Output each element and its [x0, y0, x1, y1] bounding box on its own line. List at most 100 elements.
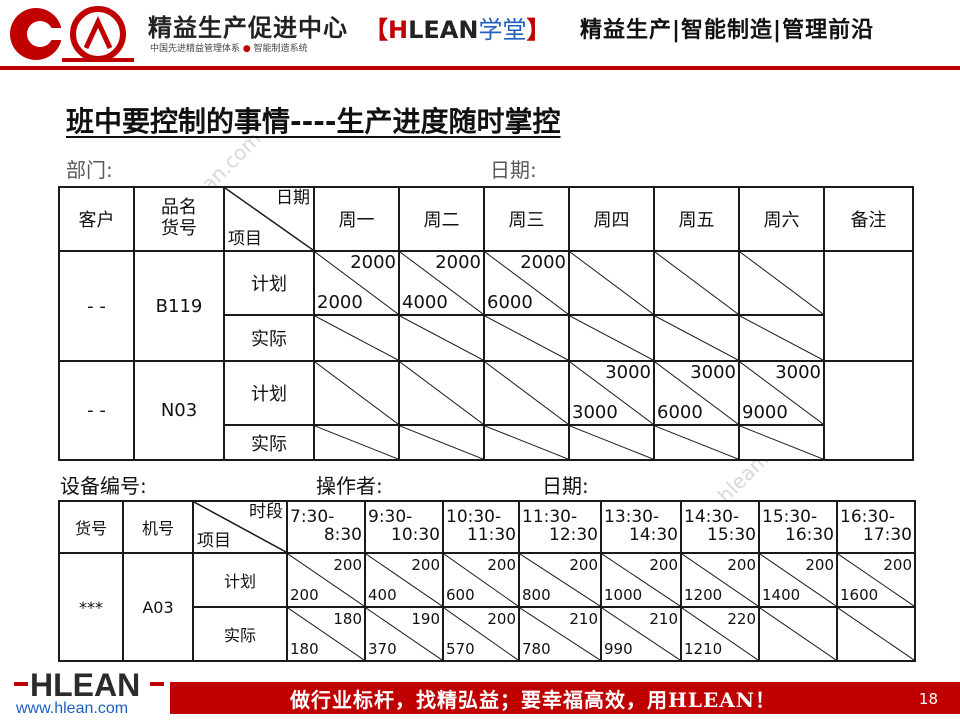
table-header-row: 货号 机号 时段 项目 7:30- 8:30 9:30- 10:30 10:30- 1…: [58, 500, 916, 554]
actual-cell: 180 180: [286, 606, 366, 662]
time-slot-header: 15:30- 16:30: [758, 500, 838, 554]
date-item-diagonal-header: 日期 项目: [223, 186, 315, 252]
actual-cell: [313, 424, 400, 461]
customer-cell: - -: [58, 360, 135, 461]
plan-cell: 200 1200: [680, 552, 760, 608]
actual-cell: [758, 606, 838, 662]
hourly-plan-value: 200: [649, 556, 678, 574]
plan-cell: 200 600: [442, 552, 520, 608]
cumulative-plan-value: 600: [446, 586, 475, 604]
hourly-plan-value: 200: [487, 556, 516, 574]
slot-start: 16:30-: [840, 507, 896, 528]
day-header: 周五: [653, 186, 740, 252]
slot-end: 11:30: [467, 525, 516, 545]
org-subtitle-part-a: 中国先进精益管理体系: [150, 44, 241, 54]
actual-cell: 210 780: [518, 606, 602, 662]
page-title: 班中要控制的事情----生产进度随时掌控: [66, 105, 561, 138]
actual-cell: [738, 424, 825, 461]
product-header-line1: 品名: [161, 197, 197, 219]
cumulative-plan-value: 6000: [487, 292, 533, 313]
actual-cell: [398, 424, 485, 461]
cumulative-plan-value: 200: [290, 586, 319, 604]
machine-number-cell: A03: [122, 552, 194, 662]
hourly-plan-value: 200: [411, 556, 440, 574]
cumulative-plan-value: 2000: [317, 292, 363, 313]
customer-header: 客户: [58, 186, 135, 252]
actual-cell: [483, 424, 570, 461]
remark-cell: [823, 250, 914, 362]
actual-label: 实际: [223, 314, 315, 362]
hourly-plan-value: 200: [333, 556, 362, 574]
cumulative-plan-value: 1600: [840, 586, 879, 604]
plan-cell: 3000 9000: [738, 360, 825, 426]
time-slot-header: 11:30- 12:30: [518, 500, 602, 554]
daily-plan-value: 2000: [435, 252, 481, 273]
plan-cell: 3000 3000: [568, 360, 655, 426]
footer-bar: [170, 682, 960, 714]
plan-cell: 200 1400: [758, 552, 838, 608]
table-row: 实际: [59, 424, 913, 461]
diag-top-label: 时段: [249, 502, 283, 522]
item-number-cell: ***: [58, 552, 124, 662]
footer-logo-text: HLEAN: [30, 667, 140, 702]
academy-lean: LEAN: [408, 16, 479, 44]
plan-cell: [568, 250, 655, 316]
day-header: 周二: [398, 186, 485, 252]
hourly-actual-value: 210: [649, 610, 678, 628]
plan-label: 计划: [223, 250, 315, 316]
actual-cell: [483, 314, 570, 362]
cumulative-plan-value: 400: [368, 586, 397, 604]
time-slot-header: 16:30- 17:30: [836, 500, 916, 554]
product-cell: B119: [133, 250, 225, 362]
time-slot-header: 7:30- 8:30: [286, 500, 366, 554]
academy-xue: 学堂: [478, 16, 527, 44]
plan-cell: 200 1600: [836, 552, 916, 608]
hourly-progress-table: 货号 机号 时段 项目 7:30- 8:30 9:30- 10:30 10:30- 1…: [58, 500, 916, 662]
cumulative-actual-value: 370: [368, 640, 397, 658]
slot-start: 15:30-: [762, 507, 818, 528]
hourly-actual-value: 210: [569, 610, 598, 628]
table-row: - - N03 计划 3000 3000 3000 6000 3000 9000: [58, 360, 914, 461]
actual-cell: [738, 314, 825, 362]
table-row: 实际: [59, 314, 913, 362]
plan-cell: [483, 360, 570, 426]
daily-plan-value: 3000: [775, 362, 821, 383]
cumulative-plan-value: 4000: [402, 292, 448, 313]
slot-end: 16:30: [785, 525, 834, 545]
slot-start: 9:30-: [368, 507, 413, 528]
actual-cell: [568, 424, 655, 461]
cumulative-plan-value: 9000: [742, 402, 788, 423]
daily-plan-value: 2000: [520, 252, 566, 273]
plan-cell: 200 200: [286, 552, 366, 608]
hourly-plan-value: 200: [727, 556, 756, 574]
slot-end: 10:30: [391, 525, 440, 545]
actual-cell: [653, 314, 740, 362]
plan-label: 计划: [223, 360, 315, 426]
org-subtitle-part-b: 智能制造系统: [253, 44, 308, 54]
item-number-header: 货号: [58, 500, 124, 554]
cumulative-plan-value: 6000: [657, 402, 703, 423]
header-divider: [0, 66, 960, 70]
plan-cell: 200 400: [364, 552, 444, 608]
operator-label: 操作者:: [316, 474, 383, 498]
hlean-logo-icon: HLEAN: [14, 667, 164, 702]
day-header: 周一: [313, 186, 400, 252]
actual-cell: 200 570: [442, 606, 520, 662]
weekly-progress-table: 客户 品名 货号 日期 项目 周一 周二 周三 周四 周五 周六 备注 - - …: [58, 186, 914, 461]
slot-end: 12:30: [549, 525, 598, 545]
table-row: *** A03 计划 200 200 200 400 200 600 200 800 2…: [58, 552, 916, 662]
bullet-icon: ●: [242, 44, 251, 54]
actual-label: 实际: [223, 424, 315, 461]
hourly-actual-value: 190: [411, 610, 440, 628]
slot-end: 14:30: [629, 525, 678, 545]
daily-plan-value: 3000: [690, 362, 736, 383]
hourly-plan-value: 200: [883, 556, 912, 574]
form2-date-label: 日期:: [542, 474, 589, 498]
footer-url-link[interactable]: www.hlean.com: [16, 700, 129, 717]
cumulative-plan-value: 1000: [604, 586, 643, 604]
plan-cell: 200 1000: [600, 552, 682, 608]
actual-cell: 190 370: [364, 606, 444, 662]
diagonal-line-icon: [194, 502, 286, 552]
plan-cell: [398, 360, 485, 426]
form1-date-label: 日期:: [490, 158, 537, 182]
